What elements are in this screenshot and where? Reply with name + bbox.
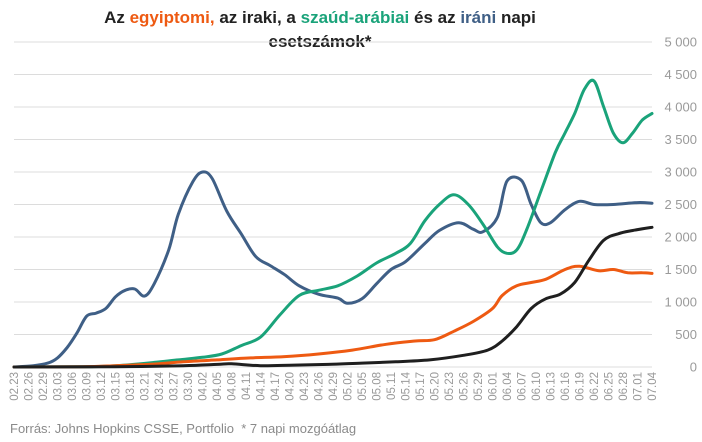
y-tick-label: 4 000 [664, 100, 697, 115]
x-tick-label: 07.04 [647, 371, 659, 400]
x-tick-label: 05.08 [372, 372, 384, 401]
series-line-iran [12, 170, 654, 369]
x-tick-label: 06.22 [589, 372, 601, 401]
x-tick-label: 06.16 [560, 372, 572, 401]
y-tick-label: 1 500 [664, 262, 697, 277]
x-tick-label: 03.18 [125, 372, 137, 401]
y-tick-label: 4 500 [664, 67, 697, 82]
x-tick-label: 06.01 [488, 372, 500, 401]
x-tick-label: 04.26 [314, 372, 326, 401]
y-tick-label: 3 500 [664, 132, 697, 147]
x-tick-label: 02.26 [24, 372, 36, 401]
series-line-iraq [12, 225, 654, 369]
x-tick-label: 05.02 [343, 372, 355, 401]
x-tick-label: 06.19 [575, 372, 587, 401]
x-tick-label: 04.11 [241, 372, 253, 400]
title-prefix: Az [104, 8, 130, 27]
x-tick-label: 03.03 [53, 372, 65, 401]
x-axis: 02.23 02.26 02.29 03.03 03.06 03.09 03.12 03.15… [9, 371, 659, 400]
series-line-egypt [12, 264, 654, 369]
x-tick-label: 06.28 [618, 372, 630, 401]
y-axis: 0 500 1 000 1 500 2 000 2 500 3 000 3 500 4 000 4… [664, 35, 697, 375]
series-lines [12, 78, 654, 369]
series-line-saudi [12, 78, 654, 369]
y-tick-label: 5 000 [664, 35, 697, 50]
x-tick-label: 05.23 [444, 372, 456, 401]
x-tick-label: 04.08 [227, 372, 239, 401]
chart-title: Az egyiptomi, az iraki, a szaúd-arábiai … [0, 6, 640, 54]
x-tick-label: 02.23 [9, 372, 21, 401]
footnote-text: * 7 napi mozgóátlag [241, 421, 357, 436]
y-tick-label: 0 [690, 360, 697, 375]
x-tick-label: 05.17 [415, 372, 427, 401]
x-tick-label: 06.07 [517, 372, 529, 401]
x-tick-label: 03.30 [183, 372, 195, 401]
x-tick-label: 05.26 [459, 372, 471, 401]
chart-footer: Forrás: Johns Hopkins CSSE, Portfolio * … [10, 421, 356, 436]
source-text: Forrás: Johns Hopkins CSSE, Portfolio [10, 421, 234, 436]
x-tick-label: 06.25 [604, 372, 616, 401]
x-tick-label: 03.15 [111, 372, 123, 401]
line-chart: 0 500 1 000 1 500 2 000 2 500 3 000 3 500 4 000 4… [9, 35, 697, 401]
x-tick-label: 03.06 [67, 372, 79, 401]
title-iran: iráni [460, 8, 497, 27]
y-tick-label: 2 500 [664, 197, 697, 212]
y-tick-label: 3 000 [664, 165, 697, 180]
x-tick-label: 02.29 [38, 372, 50, 401]
x-tick-label: 04.29 [328, 372, 340, 401]
x-tick-label: 05.05 [357, 372, 369, 401]
y-tick-label: 2 000 [664, 230, 697, 245]
x-tick-label: 05.14 [401, 371, 413, 400]
title-suffix: napi [496, 8, 536, 27]
y-tick-label: 1 000 [664, 295, 697, 310]
x-tick-label: 06.04 [502, 371, 514, 400]
grid-lines [14, 41, 652, 368]
title-and-part: és az [409, 8, 461, 27]
x-tick-label: 04.14 [256, 371, 268, 400]
x-tick-label: 05.29 [473, 372, 485, 401]
x-tick-label: 03.21 [140, 372, 152, 401]
x-tick-label: 03.09 [82, 372, 94, 401]
x-tick-label: 05.11 [386, 372, 398, 400]
x-tick-label: 04.02 [198, 372, 210, 401]
x-tick-label: 03.27 [169, 372, 181, 401]
x-tick-label: 04.05 [212, 372, 224, 401]
x-tick-label: 04.17 [270, 372, 282, 401]
x-tick-label: 06.10 [531, 372, 543, 401]
x-tick-label: 07.01 [633, 372, 645, 401]
y-tick-label: 500 [675, 327, 697, 342]
x-tick-label: 06.13 [546, 372, 558, 401]
x-tick-label: 05.20 [430, 372, 442, 401]
x-tick-label: 03.24 [154, 371, 166, 400]
x-tick-label: 03.12 [96, 372, 108, 401]
title-saudi: szaúd-arábiai [300, 8, 410, 27]
title-iraq-part: az iraki, a [214, 8, 301, 27]
title-egypt: egyiptomi, [129, 8, 215, 27]
x-tick-label: 04.20 [285, 372, 297, 401]
x-tick-label: 04.23 [299, 372, 311, 401]
